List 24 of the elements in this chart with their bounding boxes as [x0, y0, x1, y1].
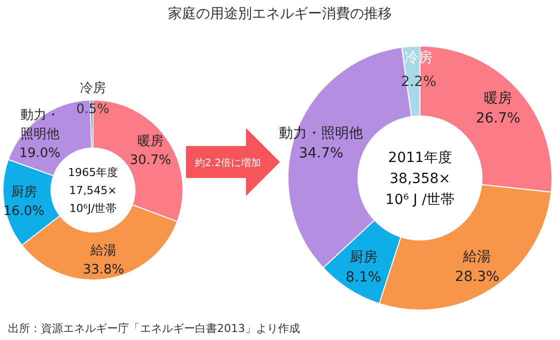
slice-label: 冷房 [80, 80, 106, 96]
data-label: 34.7% [298, 146, 344, 162]
slice-label: 給湯 [90, 243, 117, 258]
data-label: 33.8% [82, 262, 124, 278]
text: 10⁶ J /世帯 [385, 192, 455, 208]
slice-label: 動力・照明他 [20, 108, 60, 142]
text: 17,545× [69, 184, 117, 197]
text: 10⁶J/世帯 [69, 202, 117, 215]
data-label: 19.0% [19, 146, 61, 161]
data-label: 26.7% [476, 110, 520, 127]
text: 出所：資源エネルギー庁「エネルギー白書2013」より作成 [8, 322, 300, 335]
slice-label: 給湯 [462, 249, 492, 266]
slice-label: 暖房 [138, 133, 164, 150]
data-label: 28.3% [454, 269, 500, 286]
text: 38,358× [390, 170, 450, 187]
text: 1965年度 [68, 166, 118, 179]
data-label: 8.1% [346, 269, 382, 286]
data-label: 30.7% [130, 153, 172, 168]
text: 家庭の用途別エネルギー消費の推移 [168, 6, 392, 22]
slice-label: 厨房 [349, 249, 378, 266]
text: 約2.2倍に増加 [195, 157, 261, 169]
slice-label: 厨房 [10, 184, 37, 200]
text: 2011年度 [388, 150, 452, 166]
slice-label: 暖房 [484, 90, 512, 107]
